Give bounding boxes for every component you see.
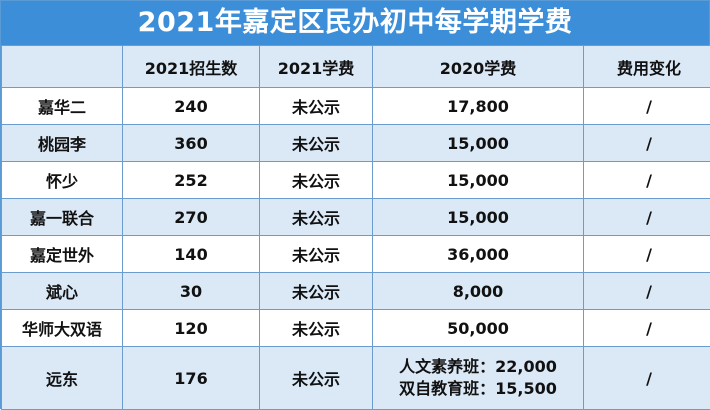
enrollment-2021: 30 bbox=[123, 273, 260, 310]
fee-2021: 未公示 bbox=[260, 88, 373, 125]
school-name: 远东 bbox=[2, 347, 123, 410]
school-name: 嘉定世外 bbox=[2, 236, 123, 273]
fee-change: / bbox=[584, 125, 710, 162]
header-fee-2020: 2020学费 bbox=[373, 46, 584, 88]
fee-2020: 人文素养班：22,000 双自教育班：15,500 bbox=[373, 347, 584, 410]
fee-change: / bbox=[584, 236, 710, 273]
enrollment-2021: 252 bbox=[123, 162, 260, 199]
school-name: 斌心 bbox=[2, 273, 123, 310]
fee-2020: 15,000 bbox=[373, 199, 584, 236]
fee-2020: 50,000 bbox=[373, 310, 584, 347]
header-school bbox=[2, 46, 123, 88]
fee-2020-line-humanities: 人文素养班：22,000 bbox=[373, 356, 583, 378]
header-fee-2021: 2021学费 bbox=[260, 46, 373, 88]
table-row: 斌心 30 未公示 8,000 / bbox=[2, 273, 710, 310]
table-row: 嘉一联合 270 未公示 15,000 / bbox=[2, 199, 710, 236]
fee-change: / bbox=[584, 199, 710, 236]
enrollment-2021: 270 bbox=[123, 199, 260, 236]
fee-2020-line-dual: 双自教育班：15,500 bbox=[373, 378, 583, 400]
fee-change: / bbox=[584, 347, 710, 410]
tuition-table: 2021招生数 2021学费 2020学费 费用变化 嘉华二 240 未公示 1… bbox=[1, 45, 710, 410]
fee-2021: 未公示 bbox=[260, 199, 373, 236]
fee-2021: 未公示 bbox=[260, 125, 373, 162]
table-row: 嘉华二 240 未公示 17,800 / bbox=[2, 88, 710, 125]
header-fee-change: 费用变化 bbox=[584, 46, 710, 88]
table-row: 嘉定世外 140 未公示 36,000 / bbox=[2, 236, 710, 273]
school-name: 华师大双语 bbox=[2, 310, 123, 347]
fee-2021: 未公示 bbox=[260, 347, 373, 410]
fee-2020: 15,000 bbox=[373, 125, 584, 162]
fee-2020: 17,800 bbox=[373, 88, 584, 125]
fee-2021: 未公示 bbox=[260, 236, 373, 273]
fee-2021: 未公示 bbox=[260, 310, 373, 347]
table-row: 桃园李 360 未公示 15,000 / bbox=[2, 125, 710, 162]
fee-2021: 未公示 bbox=[260, 162, 373, 199]
enrollment-2021: 176 bbox=[123, 347, 260, 410]
school-name: 嘉一联合 bbox=[2, 199, 123, 236]
table-row: 远东 176 未公示 人文素养班：22,000 双自教育班：15,500 / bbox=[2, 347, 710, 410]
fee-change: / bbox=[584, 162, 710, 199]
fee-change: / bbox=[584, 88, 710, 125]
table-row: 怀少 252 未公示 15,000 / bbox=[2, 162, 710, 199]
enrollment-2021: 240 bbox=[123, 88, 260, 125]
fee-2020: 8,000 bbox=[373, 273, 584, 310]
enrollment-2021: 140 bbox=[123, 236, 260, 273]
fee-2021: 未公示 bbox=[260, 273, 373, 310]
enrollment-2021: 360 bbox=[123, 125, 260, 162]
school-name: 怀少 bbox=[2, 162, 123, 199]
table-header-row: 2021招生数 2021学费 2020学费 费用变化 bbox=[2, 46, 710, 88]
fee-2020: 36,000 bbox=[373, 236, 584, 273]
header-enrollment-2021: 2021招生数 bbox=[123, 46, 260, 88]
enrollment-2021: 120 bbox=[123, 310, 260, 347]
page-title: 2021年嘉定区民办初中每学期学费 bbox=[1, 1, 709, 45]
fee-2020: 15,000 bbox=[373, 162, 584, 199]
table-row: 华师大双语 120 未公示 50,000 / bbox=[2, 310, 710, 347]
fee-change: / bbox=[584, 273, 710, 310]
school-name: 嘉华二 bbox=[2, 88, 123, 125]
school-name: 桃园李 bbox=[2, 125, 123, 162]
fee-change: / bbox=[584, 310, 710, 347]
